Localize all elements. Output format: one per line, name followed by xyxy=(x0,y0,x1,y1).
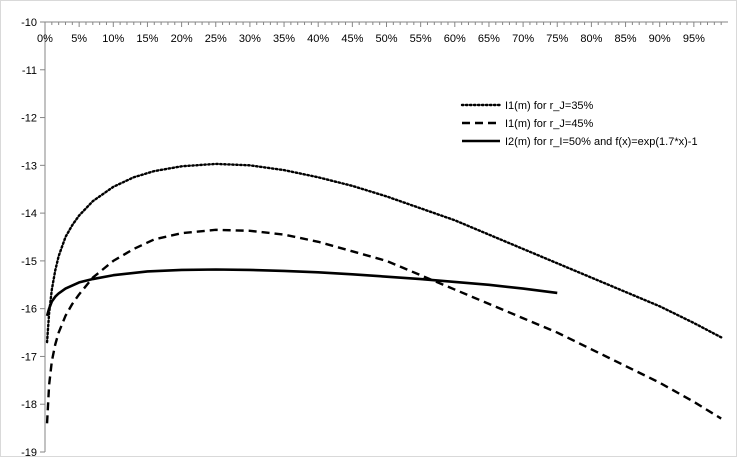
x-tick-label: 10% xyxy=(102,33,124,45)
y-tick-label: -11 xyxy=(22,65,37,77)
y-tick-label: -12 xyxy=(21,113,37,125)
x-tick-label: 95% xyxy=(683,33,705,45)
series-line-3 xyxy=(45,268,558,317)
x-tick-label: 60% xyxy=(444,33,466,45)
x-tick-label: 75% xyxy=(546,33,568,45)
x-axis: 0% 5% 10% 15% 20% 25% 30% 35% 40% 45% 50% 55% 60% 65%… xyxy=(37,21,728,45)
x-tick-label: 30% xyxy=(239,33,261,45)
x-tick-label: 45% xyxy=(341,33,363,45)
series-line-2 xyxy=(45,228,722,424)
x-tick-label: 55% xyxy=(410,33,432,45)
legend-label-2: I1(m) for r_J=45% xyxy=(505,118,594,130)
x-tick-label: 40% xyxy=(307,33,329,45)
y-tick-label: -17 xyxy=(21,351,37,363)
x-tick-label: 85% xyxy=(615,33,637,45)
x-tick-label: 35% xyxy=(273,33,295,45)
x-tick-label: 50% xyxy=(375,33,397,45)
x-tick-label: 70% xyxy=(512,33,534,45)
y-tick-label: -16 xyxy=(21,304,37,316)
series-layer xyxy=(45,162,723,424)
x-tick-label: 5% xyxy=(71,33,87,45)
legend-label-1: I1(m) for r_J=35% xyxy=(505,100,594,112)
x-tick-label: 80% xyxy=(580,33,602,45)
y-tick-label: -19 xyxy=(21,447,37,458)
x-tick-label: 25% xyxy=(205,33,227,45)
y-tick-label: -15 xyxy=(21,256,37,268)
y-axis: -10 -11 -12 -13 -14 -15 -16 -17 -18 -19 xyxy=(21,17,46,458)
legend-label-3: I2(m) for r_I=50% and f(x)=exp(1.7*x)-1 xyxy=(505,136,698,148)
y-tick-label: -10 xyxy=(21,17,37,29)
legend: I1(m) for r_J=35% I1(m) for r_J=45% I2(m) … xyxy=(460,100,698,148)
x-tick-label: 0% xyxy=(37,33,53,45)
x-tick-label: 90% xyxy=(649,33,671,45)
y-tick-label: -18 xyxy=(21,399,37,411)
series-line-1 xyxy=(45,162,723,344)
x-tick-label: 65% xyxy=(478,33,500,45)
y-tick-label: -14 xyxy=(21,208,37,220)
y-tick-label: -13 xyxy=(21,160,37,172)
x-tick-label: 20% xyxy=(171,33,193,45)
x-tick-label: 15% xyxy=(136,33,158,45)
